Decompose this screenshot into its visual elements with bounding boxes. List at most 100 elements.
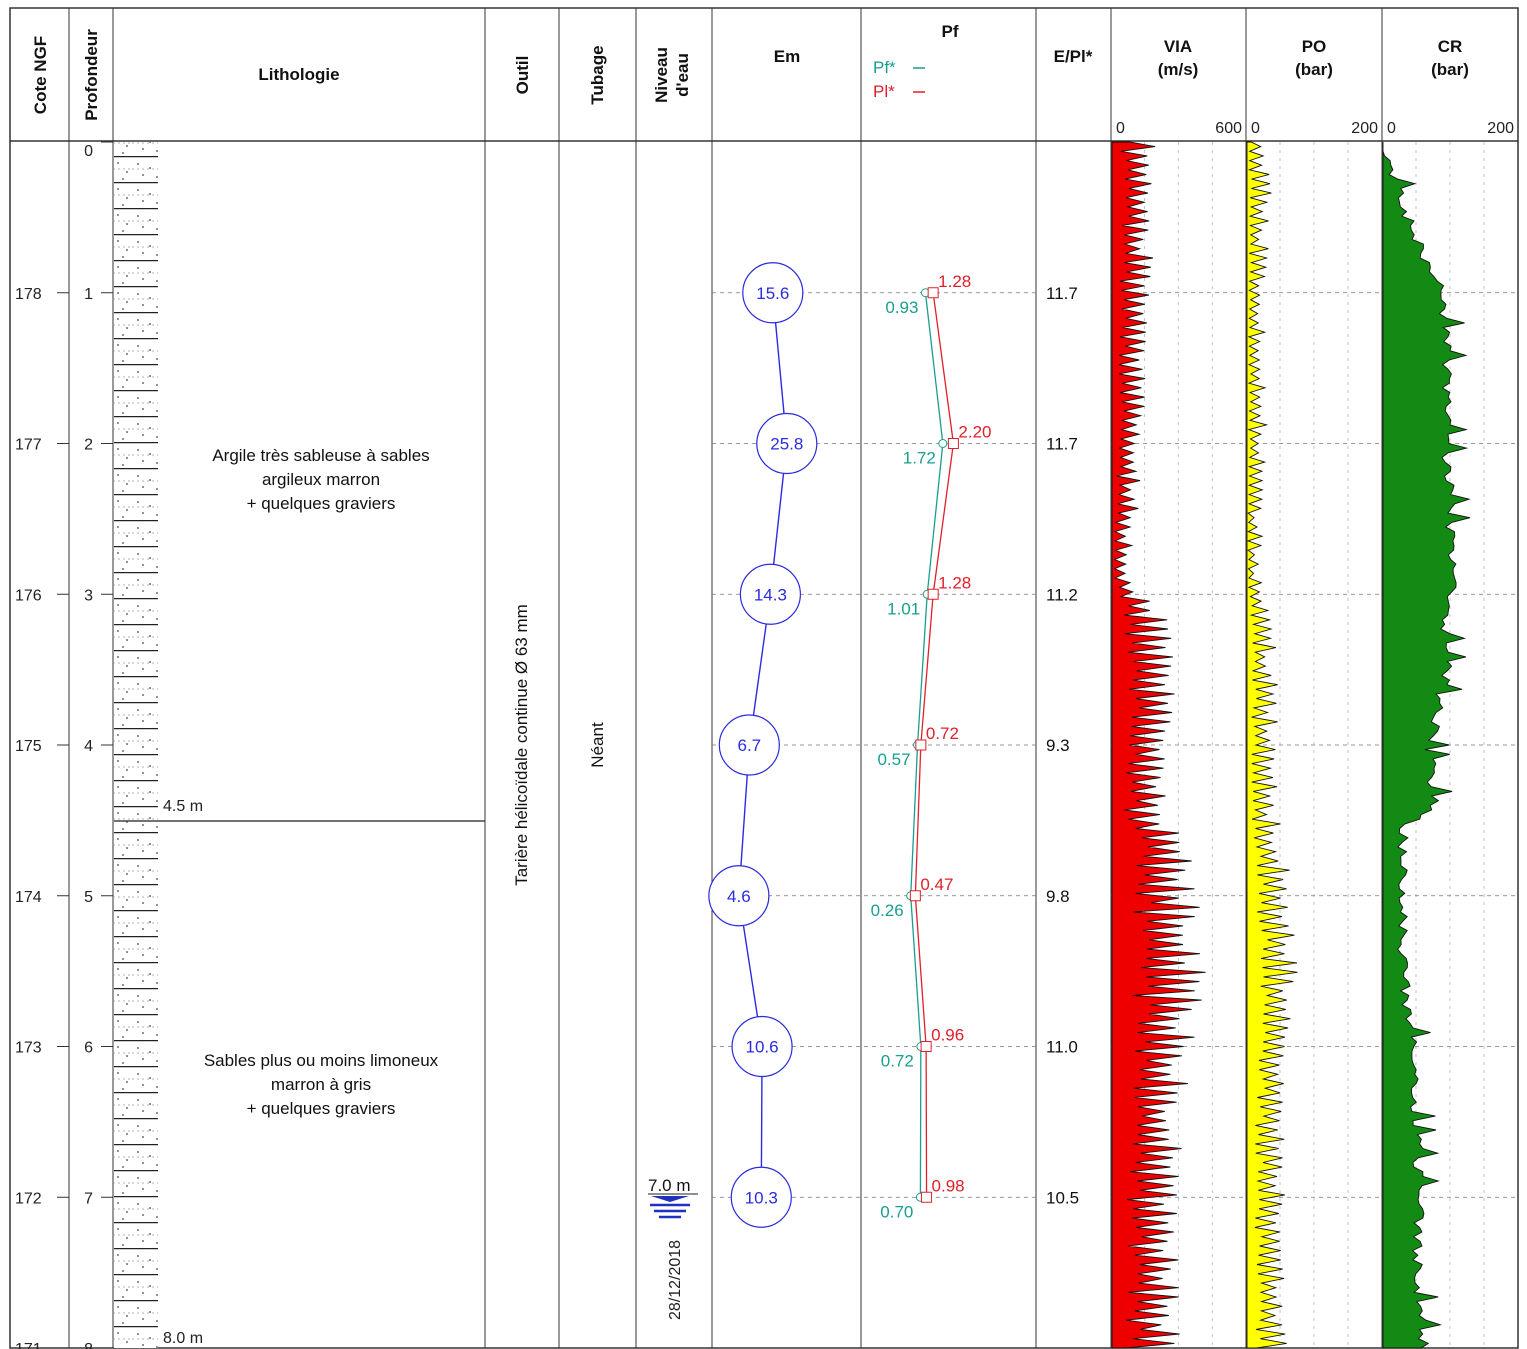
pl-value-label: 1.28 xyxy=(938,573,971,592)
em-point-circle xyxy=(742,262,804,324)
pl-value-label: 1.28 xyxy=(938,272,971,291)
lithology-2-depth-label: 8.0 m xyxy=(163,1330,203,1347)
em-point-circle xyxy=(731,1015,793,1078)
em-value-label: 6.7 xyxy=(738,736,762,755)
pl-point xyxy=(915,739,927,751)
epl-value-label: 9.8 xyxy=(1046,887,1070,906)
header-lithologie: Lithologie xyxy=(258,65,339,84)
pl-value-label: 0.72 xyxy=(926,724,959,743)
em-value-label: 4.6 xyxy=(727,887,751,906)
legend-pl-label: Pl* xyxy=(873,82,895,101)
pl-point xyxy=(909,890,921,902)
epl-column: 11.7 11.7 11.2 9.3 9.8 11.0 10.5 xyxy=(1046,284,1079,1208)
header-cr-line2: (bar) xyxy=(1431,60,1469,79)
pl-point xyxy=(927,287,939,299)
via-axis-min: 0 xyxy=(1116,120,1125,137)
lithology-2-desc-line2: marron à gris xyxy=(271,1075,371,1094)
pl-value-label: 0.98 xyxy=(932,1176,965,1195)
cr-profile-area xyxy=(1382,142,1471,1349)
outil-description: Tarière hélicoïdale continue Ø 63 mm xyxy=(512,604,531,886)
header-profondeur: Profondeur xyxy=(82,29,101,121)
cote-tick-label: 173 xyxy=(15,1040,42,1057)
header-epl: E/Pl* xyxy=(1054,47,1093,66)
em-value-label: 10.3 xyxy=(745,1188,778,1207)
via-profile-area xyxy=(1111,141,1206,1349)
lithology-1-desc-line3: + quelques graviers xyxy=(247,494,396,513)
pf-point xyxy=(938,439,948,448)
via-axis-max: 600 xyxy=(1215,120,1242,137)
cote-tick-label: 174 xyxy=(15,889,42,906)
cote-tick-label: 176 xyxy=(15,587,42,604)
cote-tick-label: 177 xyxy=(15,437,42,454)
water-level-label: 7.0 m xyxy=(648,1176,691,1195)
epl-value-label: 11.0 xyxy=(1046,1038,1078,1057)
po-track xyxy=(1246,141,1298,1349)
cote-tick-label: 172 xyxy=(15,1190,42,1207)
depth-axis: 0 1 2 3 4 5 6 7 8 xyxy=(84,141,113,1349)
pf-value-label: 0.70 xyxy=(880,1202,913,1221)
pf-value-label: 0.57 xyxy=(877,750,910,769)
pf-value-label: 1.72 xyxy=(903,449,936,468)
epl-value-label: 11.2 xyxy=(1046,585,1078,604)
water-level-date: 28/12/2018 xyxy=(667,1240,684,1320)
header-via-line2: (m/s) xyxy=(1158,60,1199,79)
header-em: Em xyxy=(774,47,800,66)
cr-axis-min: 0 xyxy=(1387,120,1396,137)
epl-value-label: 11.7 xyxy=(1046,435,1078,454)
depth-tick-label: 8 xyxy=(84,1341,93,1349)
pf-legend: Pf* Pl* xyxy=(873,58,925,101)
em-point-circle xyxy=(739,563,801,625)
pl-value-label: 0.47 xyxy=(920,875,953,894)
pf-value-label: 0.72 xyxy=(881,1052,914,1071)
pf-value-label: 1.01 xyxy=(887,599,920,618)
cr-axis-max: 200 xyxy=(1487,120,1514,137)
cote-tick-label: 175 xyxy=(15,738,42,755)
epl-value-label: 11.7 xyxy=(1046,284,1078,303)
lithology-2-desc-line3: + quelques graviers xyxy=(247,1099,396,1118)
depth-tick-label: 4 xyxy=(84,738,93,755)
lithology-column: 4.5 m 8.0 m Argile très sableuse à sable… xyxy=(114,142,485,1348)
lithology-1-depth-label: 4.5 m xyxy=(163,798,203,815)
pl-value-label: 0.96 xyxy=(931,1026,964,1045)
cote-tick-label: 178 xyxy=(15,286,42,303)
pl-point xyxy=(927,588,939,600)
depth-tick-label: 3 xyxy=(84,587,93,604)
em-value-label: 25.8 xyxy=(770,435,803,454)
lithology-sand-pattern xyxy=(114,142,158,1348)
header-po-line2: (bar) xyxy=(1295,60,1333,79)
em-point-circle xyxy=(718,714,780,776)
header-via-line1: VIA xyxy=(1164,37,1192,56)
cote-tick-label: 171 xyxy=(15,1341,42,1349)
pf-value-label: 0.26 xyxy=(871,901,904,920)
lithology-1-desc-line2: argileux marron xyxy=(262,470,380,489)
header-cr-line1: CR xyxy=(1438,37,1463,56)
pl-point xyxy=(920,1041,932,1052)
po-axis-max: 200 xyxy=(1351,120,1378,137)
pf-value-label: 0.93 xyxy=(885,298,918,317)
po-profile-area xyxy=(1246,141,1298,1349)
em-point-circle xyxy=(730,1166,792,1228)
pl-value-label: 2.20 xyxy=(958,423,991,442)
pf-pl-column: 0.93 1.28 1.72 2.20 1.01 1.28 0.57 0.72 0.26 0.47… xyxy=(871,272,992,1222)
pl-point xyxy=(921,1191,933,1203)
header-niveau-line1: Niveau xyxy=(652,47,671,103)
cote-axis: 178 177 176 175 174 173 172 171 xyxy=(15,286,69,1349)
po-axis-min: 0 xyxy=(1251,120,1260,137)
em-value-label: 10.6 xyxy=(746,1038,779,1057)
epl-value-label: 10.5 xyxy=(1046,1188,1079,1207)
header-niveau-line2: d'eau xyxy=(673,53,692,97)
cr-track xyxy=(1382,142,1471,1349)
epl-value-label: 9.3 xyxy=(1046,736,1070,755)
legend-pf-label: Pf* xyxy=(873,58,896,77)
header-row: Cote NGF Profondeur Lithologie Outil Tub… xyxy=(31,22,1514,137)
em-value-label: 14.3 xyxy=(754,585,787,604)
header-pf: Pf xyxy=(942,22,959,41)
depth-tick-label: 7 xyxy=(84,1190,93,1207)
em-value-label: 15.6 xyxy=(756,284,789,303)
header-po-line1: PO xyxy=(1302,37,1327,56)
via-track xyxy=(1111,141,1206,1349)
lithology-2-desc-line1: Sables plus ou moins limoneux xyxy=(204,1051,439,1070)
depth-tick-label: 2 xyxy=(84,437,93,454)
header-outil: Outil xyxy=(513,56,532,95)
